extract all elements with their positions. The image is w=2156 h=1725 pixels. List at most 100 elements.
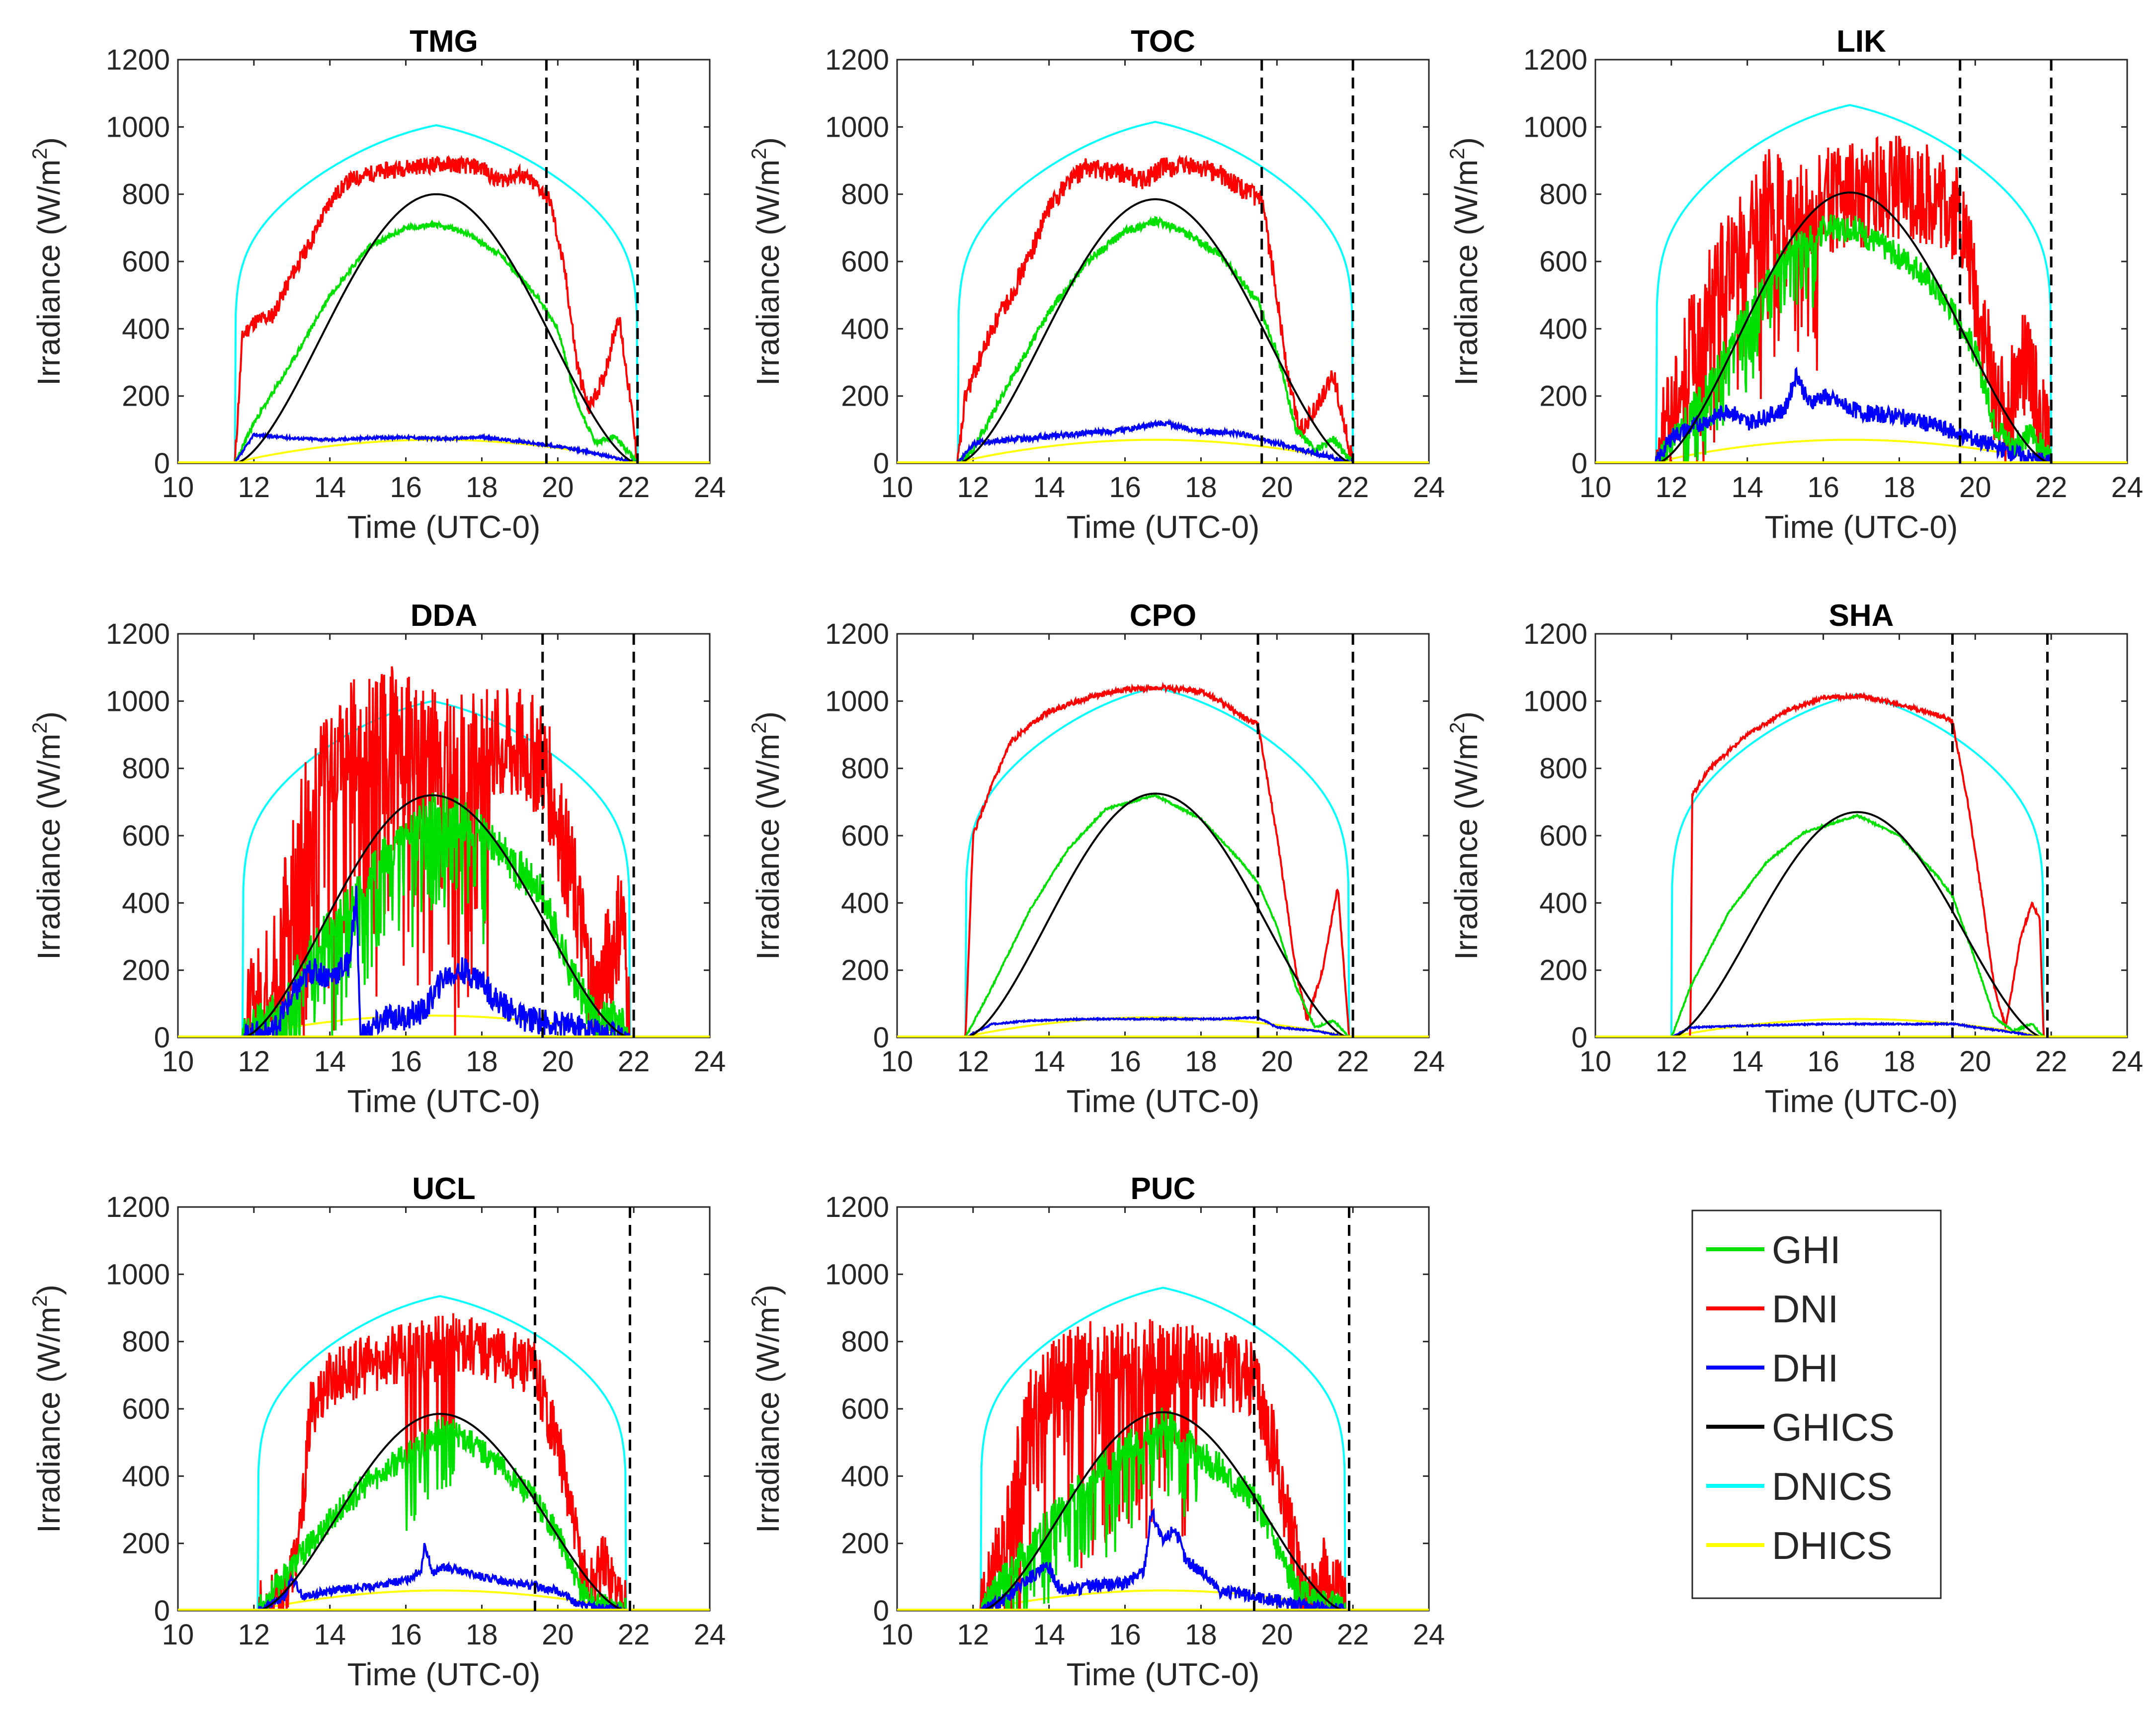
y-axis-label: Irradiance (W/m2) (1445, 137, 1484, 386)
y-tick-label: 1000 (825, 685, 889, 717)
ghics-series (897, 792, 1429, 1037)
x-tick-label: 24 (1413, 1619, 1445, 1651)
legend-label-ghics: GHICS (1772, 1405, 1895, 1449)
y-axis-label: Irradiance (W/m2) (747, 1285, 786, 1533)
y-tick-label: 600 (122, 246, 170, 278)
y-axis-label-end: ) (31, 137, 67, 148)
y-axis-label-sup: 2 (747, 1295, 770, 1306)
x-tick-label: 22 (1337, 1619, 1369, 1651)
y-tick-label: 1000 (825, 111, 889, 143)
dhi-series (1595, 366, 2127, 463)
x-tick-label: 16 (1807, 471, 1839, 504)
panel-title: SHA (1829, 599, 1894, 633)
y-tick-label: 200 (841, 954, 889, 987)
y-tick-label: 400 (122, 313, 170, 345)
ghi-series (178, 1417, 710, 1611)
dnics-series (897, 1287, 1429, 1611)
dhi-series (178, 885, 710, 1037)
x-axis-label: Time (UTC-0) (1067, 1083, 1260, 1119)
series-group (178, 666, 710, 1037)
y-tick-label: 1000 (106, 1258, 170, 1291)
y-axis-label: Irradiance (W/m2) (747, 711, 786, 960)
dni-series (897, 154, 1429, 463)
x-axis-label: Time (UTC-0) (1765, 1083, 1958, 1119)
x-tick-label: 10 (881, 1619, 913, 1651)
x-tick-label: 24 (694, 471, 726, 504)
y-axis-label-end: ) (750, 137, 786, 148)
legend: GHI DNI DHI GHICS DNICS DHICS (1691, 1209, 1942, 1599)
panel-puc: 10 12 14 16 18 20 22 24 0 200 400 600 800 1000 1200 PUC… (747, 1172, 1445, 1692)
y-axis-label: Irradiance (W/m2) (1445, 711, 1484, 960)
y-tick-label: 400 (1539, 887, 1587, 919)
y-tick-label: 600 (841, 246, 889, 278)
x-tick-label: 10 (162, 1045, 194, 1078)
panel-toc: 10 12 14 16 18 20 22 24 0 200 400 600 800 1000 1200 TOC… (747, 24, 1445, 545)
x-tick-label: 18 (466, 1045, 498, 1078)
y-tick-label: 600 (1539, 820, 1587, 852)
x-tick-label: 18 (1185, 1045, 1217, 1078)
y-tick-label: 1000 (1523, 111, 1587, 143)
y-axis-label-sup: 2 (747, 148, 770, 159)
ghi-series (178, 792, 710, 1037)
panel-ucl: 10 12 14 16 18 20 22 24 0 200 400 600 800 1000 1200 UCL… (28, 1172, 726, 1692)
x-tick-label: 20 (1959, 471, 1991, 504)
x-tick-label: 20 (1261, 1619, 1293, 1651)
y-axis-label-main: Irradiance (W/m (750, 734, 786, 960)
series-group (1595, 691, 2127, 1037)
ghi-series (178, 219, 710, 463)
dni-series (897, 1319, 1429, 1611)
x-tick-label: 20 (542, 1045, 574, 1078)
y-tick-label: 800 (841, 178, 889, 211)
x-tick-label: 10 (1579, 471, 1612, 504)
x-tick-label: 16 (390, 1619, 422, 1651)
y-tick-label: 1000 (106, 685, 170, 717)
x-tick-label: 14 (1033, 1045, 1065, 1078)
y-tick-label: 400 (1539, 313, 1587, 345)
y-tick-label: 1200 (106, 1191, 170, 1223)
y-axis-label-main: Irradiance (W/m (31, 1307, 67, 1533)
y-tick-label: 200 (841, 1528, 889, 1560)
x-tick-label: 12 (957, 471, 990, 504)
y-tick-label: 400 (122, 1460, 170, 1492)
dni-series (897, 682, 1429, 1037)
panel-title: TOC (1131, 24, 1195, 59)
y-axis-label-end: ) (31, 711, 67, 722)
dnics-series (1595, 104, 2127, 463)
series-group (1595, 104, 2127, 463)
panel-title: PUC (1131, 1172, 1196, 1206)
y-tick-label: 800 (841, 1326, 889, 1358)
y-axis-label: Irradiance (W/m2) (747, 137, 786, 386)
legend-label-dni: DNI (1772, 1287, 1838, 1331)
y-tick-label: 800 (122, 753, 170, 785)
ghics-series (1595, 191, 2127, 463)
plot-area (177, 59, 711, 464)
y-tick-label: 1200 (106, 44, 170, 76)
x-tick-label: 24 (694, 1619, 726, 1651)
x-axis-label: Time (UTC-0) (347, 509, 541, 545)
y-tick-label: 400 (122, 887, 170, 919)
y-axis-label-end: ) (750, 711, 786, 722)
y-tick-label: 0 (154, 1595, 170, 1627)
x-tick-label: 22 (618, 1045, 650, 1078)
dnics-series (178, 1295, 710, 1611)
y-tick-label: 1200 (825, 1191, 889, 1223)
y-axis-label-sup: 2 (28, 1295, 51, 1306)
legend-label-ghi: GHI (1772, 1228, 1841, 1272)
legend-label-dhi: DHI (1772, 1346, 1838, 1390)
y-axis-label-end: ) (31, 1285, 67, 1295)
y-tick-label: 600 (122, 1393, 170, 1425)
y-tick-label: 600 (122, 820, 170, 852)
series-group (897, 121, 1429, 463)
x-tick-label: 12 (238, 1045, 270, 1078)
x-tick-label: 12 (238, 1619, 270, 1651)
x-tick-label: 18 (1185, 1619, 1217, 1651)
ghi-series (897, 1407, 1429, 1611)
x-axis-label: Time (UTC-0) (1067, 1656, 1260, 1692)
y-tick-label: 1000 (1523, 685, 1587, 717)
x-axis-label: Time (UTC-0) (347, 1656, 541, 1692)
ghi-series (897, 793, 1429, 1037)
y-tick-label: 200 (122, 380, 170, 413)
x-tick-label: 24 (1413, 1045, 1445, 1078)
y-tick-label: 0 (873, 447, 889, 480)
x-axis-label: Time (UTC-0) (347, 1083, 541, 1119)
